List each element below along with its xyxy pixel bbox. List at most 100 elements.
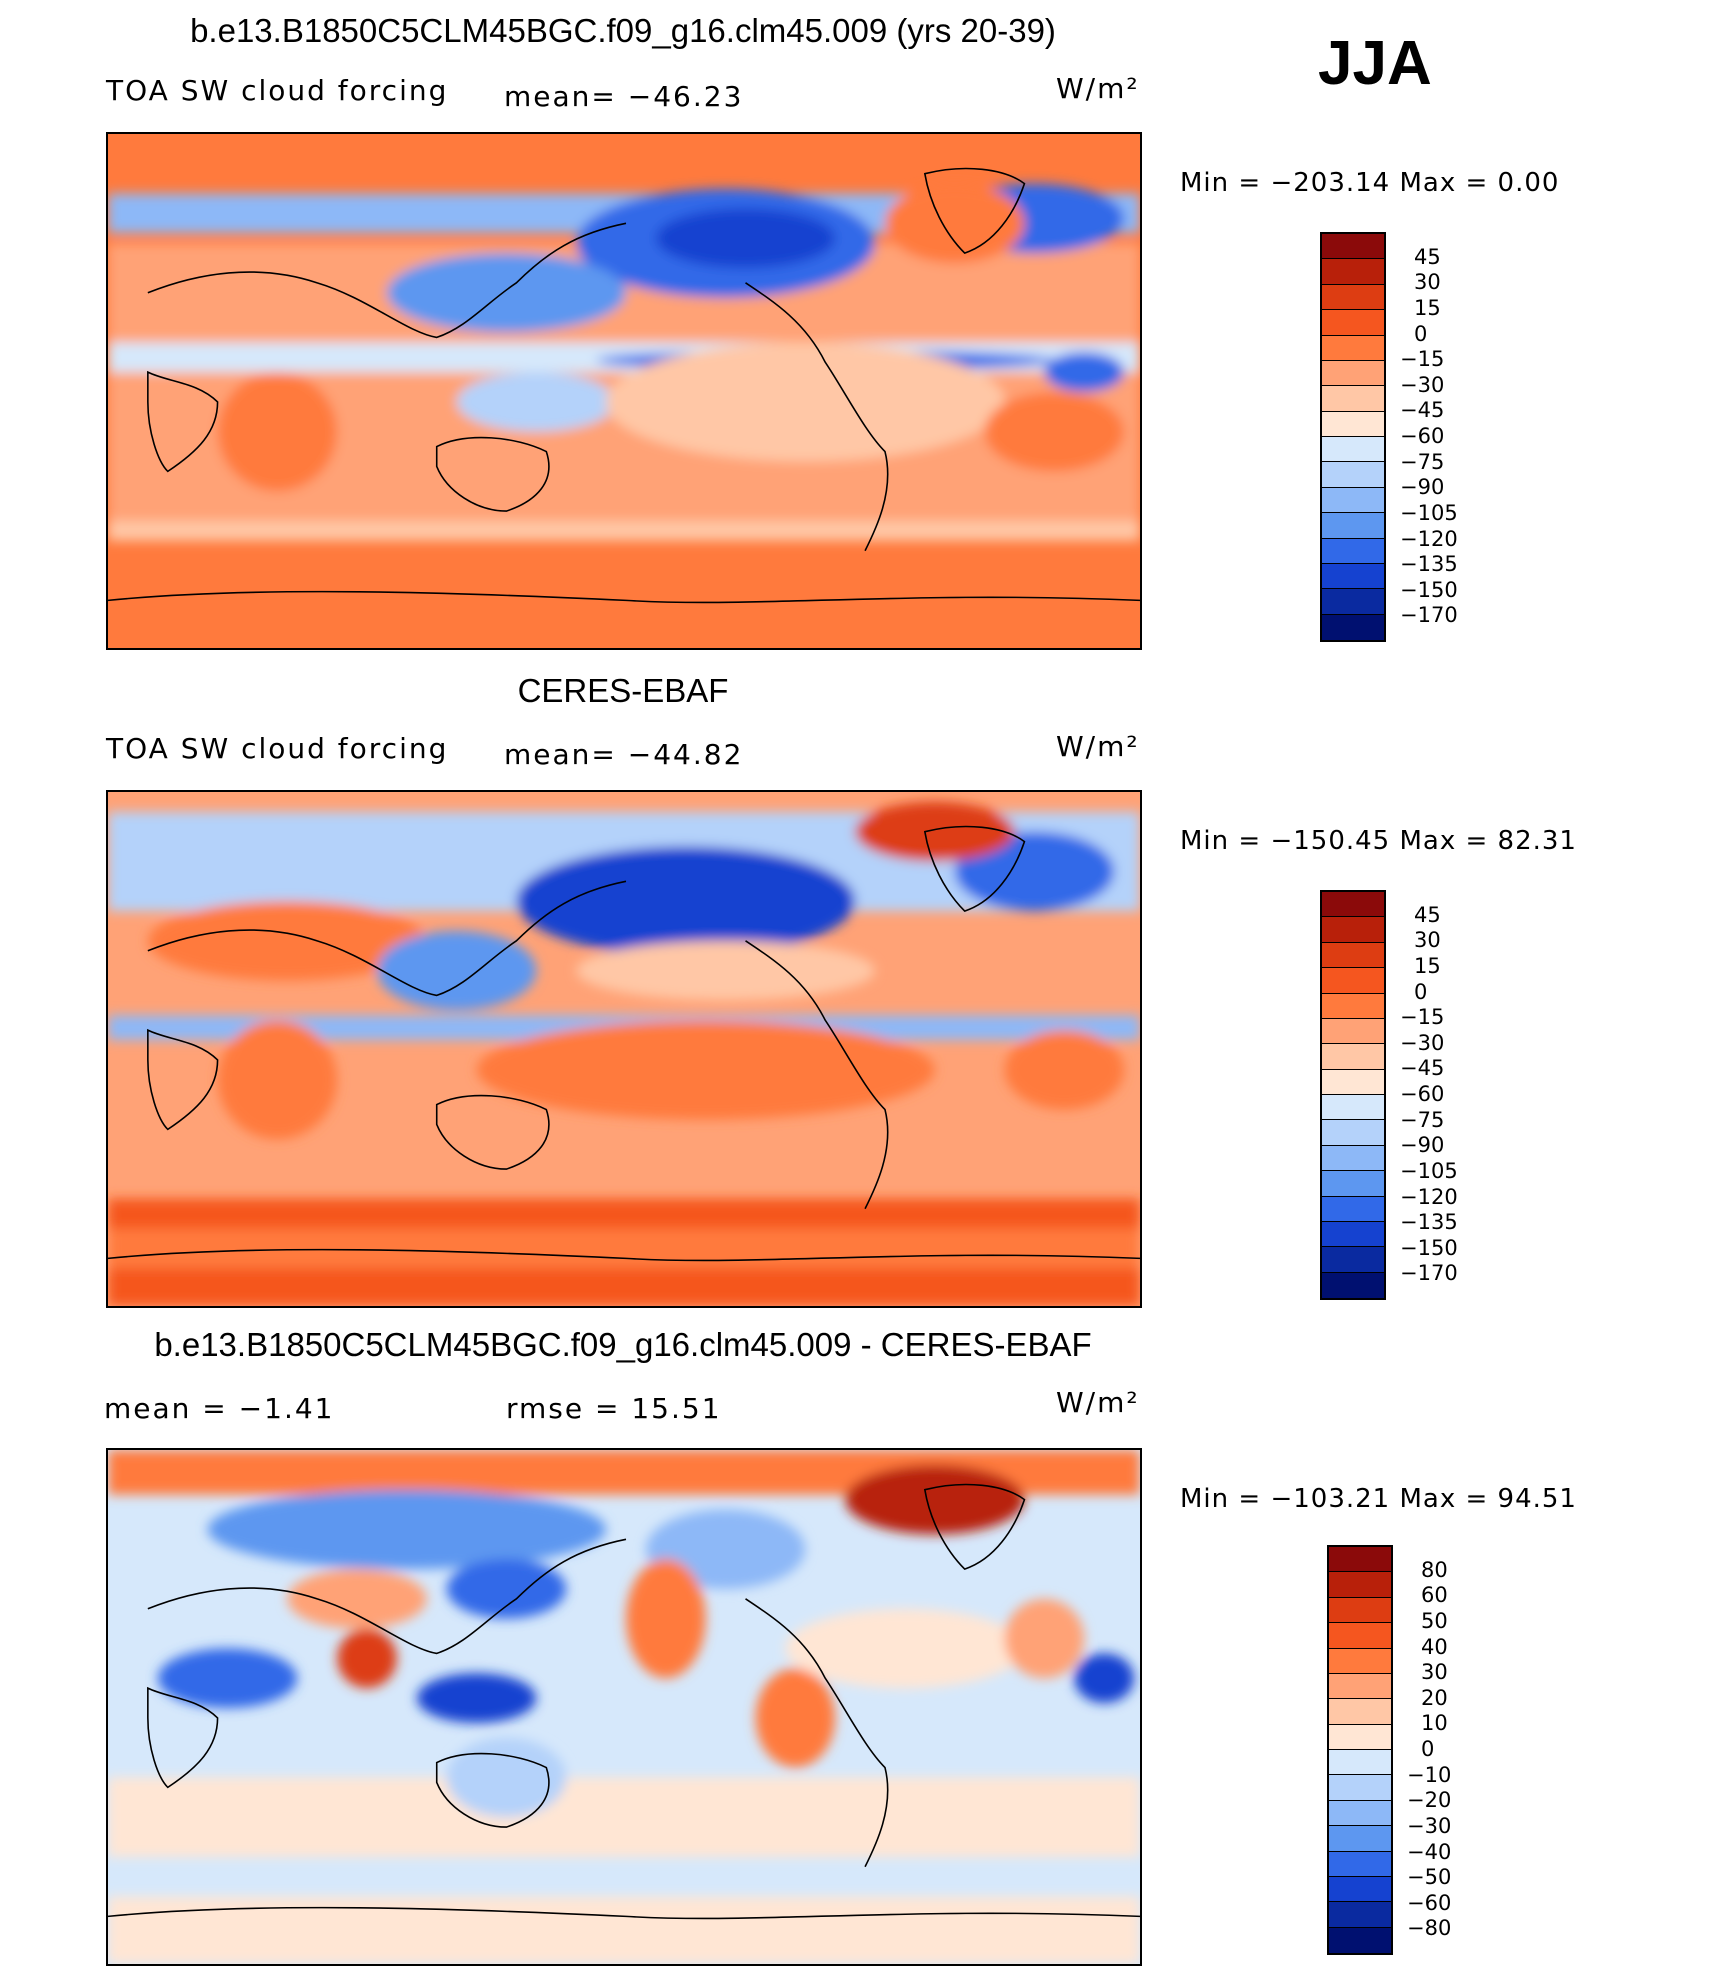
colorbar-swatch <box>1329 1623 1391 1649</box>
colorbar-swatch <box>1322 1272 1384 1298</box>
colorbar-swatch <box>1329 1724 1391 1750</box>
colorbar-tick-label: −120 <box>1400 526 1458 551</box>
colorbar-swatch <box>1322 942 1384 969</box>
colorbar-tick-label: −105 <box>1400 1158 1458 1183</box>
colorbar-swatch <box>1322 411 1384 437</box>
season-label: JJA <box>1318 29 1432 98</box>
colorbar-swatch <box>1322 993 1384 1019</box>
colorbar-tick-label: 10 <box>1421 1711 1448 1736</box>
colorbar-swatch <box>1329 1673 1391 1700</box>
colorbar-swatch <box>1322 1044 1384 1070</box>
colorbar-swatch <box>1322 1171 1384 1197</box>
colorbar-tick-label: −50 <box>1407 1865 1452 1890</box>
panel-1-title: b.e13.B1850C5CLM45BGC.f09_g16.clm45.009 … <box>190 12 1056 49</box>
panel-3-map-svg <box>108 1450 1140 1964</box>
colorbar-tick-label: 30 <box>1414 270 1441 295</box>
colorbar-swatch <box>1322 360 1384 387</box>
colorbar-tick-label: −90 <box>1400 475 1445 500</box>
colorbar-swatch <box>1322 968 1384 994</box>
colorbar-swatch <box>1322 513 1384 539</box>
colorbar-swatch <box>1329 1800 1391 1827</box>
colorbar-swatch <box>1322 589 1384 615</box>
colorbar-swatch <box>1322 1069 1384 1095</box>
panel-1-colorbar <box>1320 232 1386 642</box>
colorbar-tick-label: −60 <box>1407 1890 1452 1915</box>
panel-3-units-label: W/m² <box>1056 1386 1140 1419</box>
colorbar-swatch <box>1322 234 1384 260</box>
colorbar-tick-label: −150 <box>1400 577 1458 602</box>
colorbar-swatch <box>1329 1876 1391 1903</box>
panel-2-title: CERES-EBAF <box>517 672 729 709</box>
colorbar-tick-label: −75 <box>1400 1107 1445 1132</box>
panel-2-map <box>106 790 1142 1308</box>
colorbar-swatch <box>1322 335 1384 361</box>
colorbar-swatch <box>1322 563 1384 590</box>
colorbar-tick-label: −135 <box>1400 1210 1458 1235</box>
panel-3-colorbar-labels: 80 60 50 40 30 20 10 0 −10 −20 −30 −40 −50 −60 −80 <box>1407 1545 1507 1955</box>
panel-3-rmse-label: rmse = 15.51 <box>506 1392 722 1425</box>
colorbar-swatch <box>1322 310 1384 336</box>
colorbar-tick-label: −45 <box>1400 1056 1445 1081</box>
colorbar-swatch <box>1322 462 1384 488</box>
colorbar-tick-label: 0 <box>1414 979 1428 1004</box>
colorbar-tick-label: −90 <box>1400 1133 1445 1158</box>
colorbar-tick-label: −30 <box>1400 372 1445 397</box>
colorbar-swatch <box>1329 1826 1391 1852</box>
colorbar-tick-label: 15 <box>1414 295 1441 320</box>
colorbar-tick-label: 80 <box>1421 1557 1448 1582</box>
colorbar-swatch <box>1329 1547 1391 1573</box>
colorbar-swatch <box>1322 259 1384 285</box>
colorbar-tick-label: −75 <box>1400 449 1445 474</box>
colorbar-tick-label: −170 <box>1400 1261 1458 1286</box>
colorbar-swatch <box>1322 437 1384 463</box>
colorbar-swatch <box>1329 1699 1391 1725</box>
colorbar-swatch <box>1329 1775 1391 1801</box>
panel-3-title: b.e13.B1850C5CLM45BGC.f09_g16.clm45.009 … <box>154 1326 1092 1363</box>
panel-2-units-label: W/m² <box>1056 730 1140 763</box>
colorbar-tick-label: 30 <box>1421 1660 1448 1685</box>
colorbar-swatch <box>1329 1902 1391 1928</box>
panel-3-map <box>106 1448 1142 1966</box>
colorbar-tick-label: 50 <box>1421 1608 1448 1633</box>
panel-3-colorbar <box>1327 1545 1393 1955</box>
colorbar-swatch <box>1322 1095 1384 1121</box>
colorbar-tick-label: −135 <box>1400 552 1458 577</box>
panel-2-mean-label: mean= −44.82 <box>504 738 744 771</box>
colorbar-tick-label: −150 <box>1400 1235 1458 1260</box>
panel-2-minmax: Min = −150.45 Max = 82.31 <box>1180 826 1577 856</box>
colorbar-tick-label: −60 <box>1400 1082 1445 1106</box>
colorbar-swatch <box>1322 1221 1384 1248</box>
panel-3-minmax: Min = −103.21 Max = 94.51 <box>1180 1484 1577 1514</box>
colorbar-tick-label: −30 <box>1407 1813 1452 1838</box>
colorbar-tick-label: −20 <box>1407 1788 1452 1813</box>
colorbar-swatch <box>1322 386 1384 412</box>
colorbar-tick-label: 20 <box>1421 1685 1448 1710</box>
panel-2-map-svg <box>108 792 1140 1306</box>
colorbar-swatch <box>1329 1750 1391 1776</box>
colorbar-swatch <box>1322 1018 1384 1045</box>
colorbar-tick-label: −120 <box>1400 1184 1458 1209</box>
colorbar-tick-label: 0 <box>1414 321 1428 346</box>
colorbar-tick-label: 0 <box>1421 1737 1435 1761</box>
panel-1-mean-label: mean= −46.23 <box>504 80 744 113</box>
colorbar-swatch <box>1329 1648 1391 1674</box>
colorbar-tick-label: 60 <box>1421 1583 1448 1608</box>
colorbar-swatch <box>1322 1247 1384 1273</box>
colorbar-swatch <box>1329 1572 1391 1598</box>
colorbar-swatch <box>1329 1597 1391 1624</box>
colorbar-tick-label: 30 <box>1414 928 1441 953</box>
colorbar-swatch <box>1329 1927 1391 1953</box>
panel-1-variable-label: TOA SW cloud forcing <box>106 74 449 107</box>
panel-2-colorbar <box>1320 890 1386 1300</box>
colorbar-tick-label: −45 <box>1400 398 1445 423</box>
colorbar-swatch <box>1322 1196 1384 1222</box>
colorbar-tick-label: −80 <box>1407 1916 1452 1941</box>
colorbar-tick-label: −170 <box>1400 603 1458 628</box>
panel-1-map-svg <box>108 134 1140 648</box>
colorbar-swatch <box>1322 614 1384 640</box>
panel-2-colorbar-labels: 45 30 15 0 −15 −30 −45 −60 −75 −90 −105 −120 −135 −15… <box>1400 890 1500 1300</box>
colorbar-tick-label: −40 <box>1407 1839 1452 1864</box>
colorbar-tick-label: −105 <box>1400 500 1458 525</box>
panel-1-units-label: W/m² <box>1056 72 1140 105</box>
colorbar-tick-label: −30 <box>1400 1030 1445 1055</box>
